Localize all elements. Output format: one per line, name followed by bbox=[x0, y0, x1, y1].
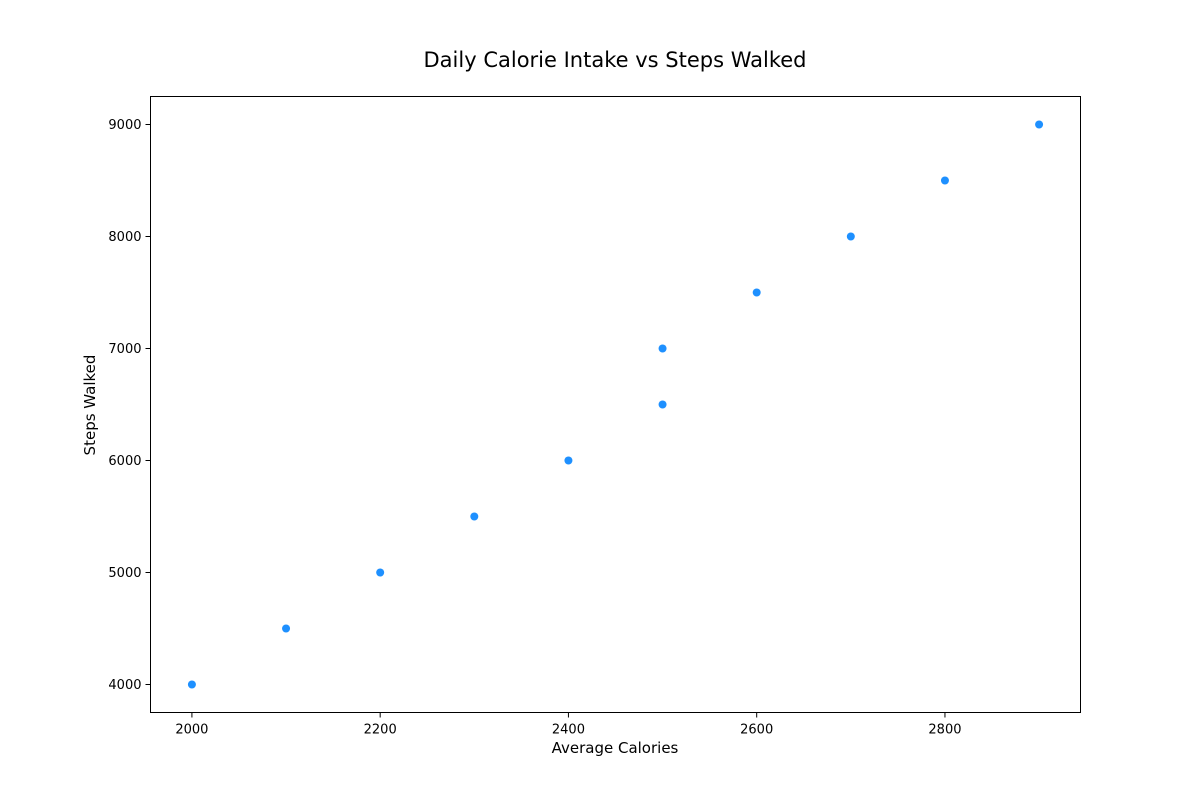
data-point bbox=[846, 232, 855, 241]
data-point bbox=[658, 344, 667, 353]
x-axis: 2000 2200 2400 2600 2800 bbox=[175, 712, 962, 738]
y-tick-label: 4000 bbox=[108, 678, 141, 693]
y-tick-label: 7000 bbox=[108, 342, 141, 357]
y-axis-label: Steps Walked bbox=[81, 355, 99, 456]
x-tick-label: 2000 bbox=[175, 723, 208, 738]
data-point bbox=[376, 568, 385, 577]
data-point bbox=[187, 680, 196, 689]
x-tick-label: 2600 bbox=[740, 723, 773, 738]
data-point bbox=[282, 624, 291, 633]
data-point bbox=[564, 456, 573, 465]
y-tick-label: 6000 bbox=[108, 454, 141, 469]
y-tick-label: 8000 bbox=[108, 230, 141, 245]
x-tick-label: 2200 bbox=[364, 723, 397, 738]
data-point bbox=[1035, 120, 1044, 129]
data-points bbox=[187, 120, 1044, 689]
data-point bbox=[940, 176, 949, 185]
y-axis: 4000 5000 6000 7000 8000 9000 bbox=[108, 118, 151, 693]
data-point bbox=[470, 512, 479, 521]
y-tick-label: 5000 bbox=[108, 566, 141, 581]
y-tick-label: 9000 bbox=[108, 118, 141, 133]
data-point bbox=[658, 400, 667, 409]
x-axis-label: Average Calories bbox=[552, 739, 679, 757]
x-tick-label: 2800 bbox=[928, 723, 961, 738]
x-tick-label: 2400 bbox=[552, 723, 585, 738]
chart-title: Daily Calorie Intake vs Steps Walked bbox=[424, 48, 807, 72]
plot-area bbox=[150, 96, 1081, 713]
data-point bbox=[752, 288, 761, 297]
